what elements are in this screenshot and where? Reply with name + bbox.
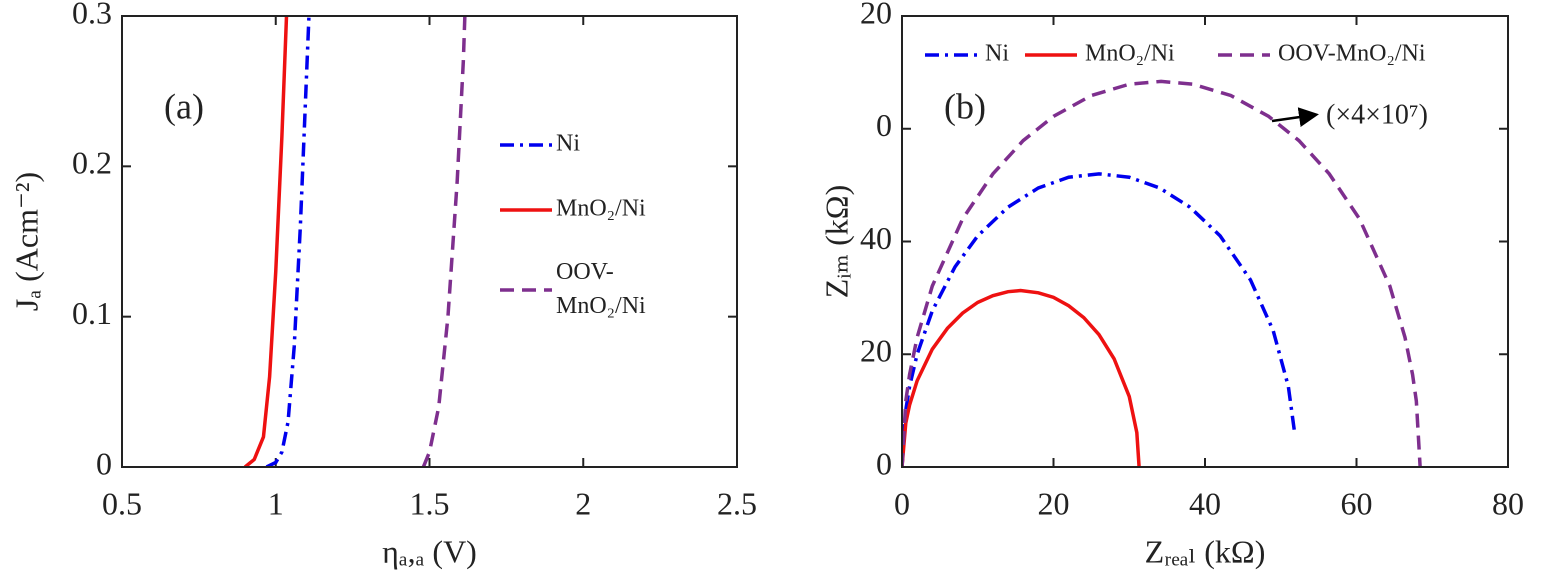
legend-label: MnO₂/Ni [556, 196, 646, 222]
x-axis-label: Zᵣₑₐₗ (kΩ) [1145, 533, 1266, 569]
plot-frame [901, 15, 1509, 468]
y-tick-label: 0 [876, 445, 892, 481]
y-axis-label: Jₐ (Acm⁻²) [8, 172, 44, 311]
panel-label: (a) [164, 86, 204, 126]
legend-label: Ni [556, 131, 580, 157]
x-tick-label: 0.5 [102, 485, 142, 521]
y-tick-label: 0.3 [72, 0, 112, 30]
legend-label: Ni [985, 41, 1009, 67]
x-tick-label: 2 [575, 485, 591, 521]
series-line [265, 16, 311, 467]
series-line [902, 288, 1141, 467]
legend-label: OOV-MnO₂/Ni [556, 259, 646, 319]
x-tick-label: 2.5 [717, 485, 757, 521]
x-tick-label: 1.5 [410, 485, 450, 521]
x-tick-label: 1 [268, 485, 284, 521]
annotation: (×4×10⁷) [1326, 99, 1428, 130]
y-tick-label: 40 [860, 220, 892, 256]
x-axis-label: ηₐ,ₐ (V) [382, 533, 477, 569]
series-line [243, 16, 289, 467]
series-line [421, 16, 467, 467]
x-tick-label: 60 [1341, 485, 1373, 521]
y-tick-label: 20 [860, 333, 892, 369]
plot-frame [121, 15, 738, 468]
y-tick-label: 0.1 [72, 295, 112, 331]
legend-label: OOV-MnO₂/Ni [1278, 41, 1426, 67]
x-tick-label: 0 [894, 485, 910, 521]
y-axis-label: Zᵢₘ (kΩ) [818, 185, 854, 299]
x-tick-label: 80 [1492, 485, 1524, 521]
y-tick-label: 20 [860, 0, 892, 30]
panel: 0 20 40 60 80 0 20 40 0 20 Ni MnO₂/Ni OOV-MnO₂/Ni (b)… [818, 0, 1524, 569]
y-tick-label: 0 [876, 107, 892, 143]
panel: 0.5 1 1.5 2 2.5 0 0.1 0.2 0.3 Ni MnO₂/Ni OOV-MnO₂/N… [8, 0, 757, 569]
series-line [902, 172, 1297, 467]
annotation-arrow [1271, 107, 1319, 128]
x-tick-label: 40 [1189, 485, 1221, 521]
x-tick-label: 20 [1038, 485, 1070, 521]
legend-label: MnO₂/Ni [1085, 41, 1175, 67]
y-tick-label: 0 [96, 445, 112, 481]
series-line [902, 79, 1422, 467]
panel-label: (b) [944, 86, 986, 126]
y-tick-label: 0.2 [72, 145, 112, 181]
